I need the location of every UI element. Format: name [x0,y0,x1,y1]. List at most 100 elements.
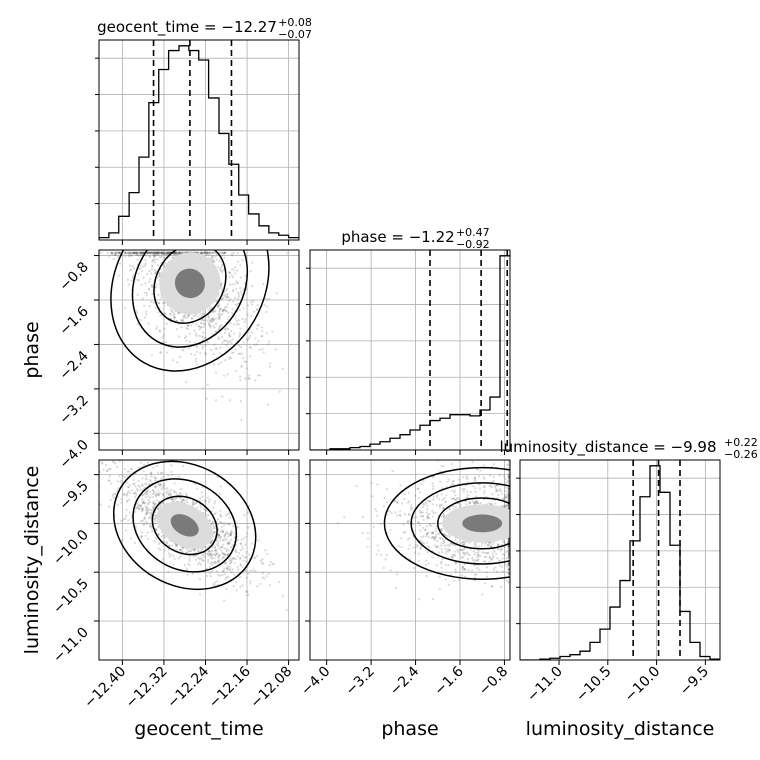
sample-point [131,264,134,268]
sample-point [147,287,151,290]
sample-point [202,560,205,563]
sample-point [144,505,147,508]
sample-point [159,483,163,486]
sample-point [426,514,429,518]
sample-point [443,497,446,500]
sample-point [507,568,510,571]
sample-point [492,549,495,552]
sample-point [450,556,453,559]
sample-point [211,520,214,524]
sample-point [448,549,452,552]
sample-point [153,518,156,521]
sample-point [507,537,510,540]
sample-point [165,252,168,255]
sample-point [124,251,127,254]
sample-point [425,525,428,528]
sample-point [194,482,197,486]
sample-point [151,489,155,492]
sample-point [267,342,270,346]
sample-point [145,492,149,495]
sample-point [507,562,510,565]
sample-point [415,545,418,548]
sample-point [442,540,445,543]
sample-point [499,549,502,552]
sample-point [491,552,494,555]
sample-point [157,494,160,497]
sample-point [431,482,434,485]
sample-point [197,549,200,552]
sample-point [501,553,505,556]
sample-point [507,496,510,499]
sample-point [502,497,505,501]
sample-point [420,482,423,486]
sample-point [439,537,442,540]
sample-point [142,499,145,503]
y-axis-label-phase: phase [21,321,43,378]
sample-point [154,477,157,480]
sample-point [144,258,147,262]
sample-point [453,489,456,492]
sample-point [213,545,216,549]
sample-point [441,498,444,501]
sample-point [154,485,157,488]
sample-point [138,252,141,255]
sample-point [507,553,510,556]
sample-point [242,357,245,360]
sample-point [386,514,389,517]
sample-point [102,468,105,471]
sample-point [239,327,242,330]
panel-frame [519,459,721,661]
sample-point [203,336,206,340]
sample-point [214,331,217,334]
sample-point [166,489,169,492]
sample-point [165,251,169,254]
sample-point [146,490,149,493]
sample-point [193,549,196,552]
sample-point [505,503,509,507]
sample-point [143,522,146,526]
sample-point [202,338,205,341]
sample-point [227,340,230,343]
sample-point [214,310,217,313]
sample-point [229,562,232,565]
sample-point [219,314,222,317]
sample-point [463,568,466,571]
sample-point [160,535,163,538]
sample-point [215,570,218,573]
sample-point [186,324,189,328]
sample-point [231,531,234,534]
sample-point [229,534,232,537]
sample-point [490,585,493,588]
sample-point [205,251,208,255]
sample-point [213,531,216,534]
sample-point [406,520,410,523]
sample-point [375,510,378,513]
sample-point [142,276,145,279]
sample-point [127,283,131,286]
sample-point [138,507,141,510]
sample-point [148,251,151,254]
sample-point [152,253,156,256]
sample-point [507,487,510,491]
sample-point [237,525,240,528]
sample-point [205,546,209,549]
sample-point [120,519,123,522]
sample-point [219,346,222,349]
sample-point [221,530,225,534]
sample-point [507,556,510,559]
sample-point [195,346,199,349]
sample-point [504,490,507,493]
sample-point [507,541,510,544]
sample-point [224,296,228,299]
sample-point [148,525,151,528]
sample-point [223,256,226,259]
sample-point [167,252,170,255]
sample-point [505,550,508,553]
sample-point [235,280,238,283]
sample-point [444,500,447,503]
sample-point [484,555,488,558]
sample-point [156,526,160,529]
sample-point [114,253,117,256]
sample-point [211,563,214,566]
sample-point [146,252,149,255]
